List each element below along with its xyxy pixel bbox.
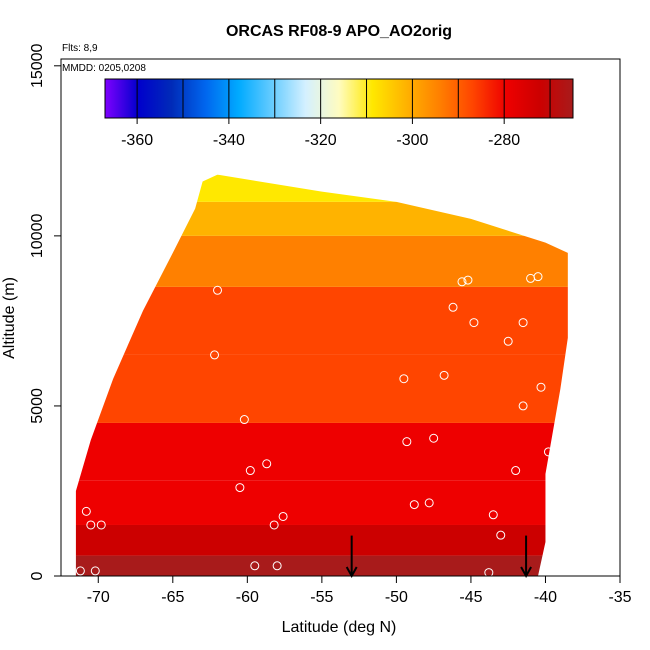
colorbar-tick-label: -280	[488, 132, 520, 149]
colorbar-tick-label: -340	[213, 132, 245, 149]
sample-point	[424, 498, 434, 508]
sample-point	[518, 318, 528, 328]
field-band-5	[75, 286, 568, 355]
sample-point	[86, 520, 96, 530]
x-tick-label: -60	[236, 589, 259, 606]
sample-point	[239, 415, 249, 425]
sample-point	[484, 568, 494, 576]
sample-point	[399, 374, 409, 384]
x-tick-label: -55	[310, 589, 333, 606]
y-tick-label: 10000	[29, 214, 46, 259]
field-band-1	[75, 524, 568, 556]
sample-point	[269, 520, 279, 530]
y-tick-label: 5000	[29, 388, 46, 424]
sample-point	[503, 336, 513, 346]
colorbar-tick-label: -360	[121, 132, 153, 149]
x-tick-label: -65	[161, 589, 184, 606]
sample-point	[552, 537, 562, 547]
sample-point	[262, 459, 272, 469]
x-tick-label: -70	[87, 589, 110, 606]
sample-point	[448, 302, 458, 312]
sample-point	[543, 447, 553, 457]
x-tick-label: -40	[534, 589, 557, 606]
sample-point	[90, 566, 100, 576]
mmdd-note: MMDD: 0205,0208	[62, 63, 146, 74]
sample-point	[402, 437, 412, 447]
sample-point	[213, 285, 223, 295]
sample-point	[272, 561, 282, 571]
sample-point	[439, 370, 449, 380]
x-tick-label: -35	[608, 589, 631, 606]
sample-point	[496, 530, 506, 540]
sample-point	[429, 433, 439, 443]
sample-point	[278, 511, 288, 521]
y-tick-label: 15000	[29, 43, 46, 88]
sample-point	[75, 566, 85, 576]
sample-point	[250, 561, 260, 571]
sample-point	[536, 382, 546, 392]
sample-point	[235, 483, 245, 493]
sample-point	[96, 520, 106, 530]
colorbar-tick-label: -320	[305, 132, 337, 149]
sample-point	[463, 275, 473, 285]
y-tick-label: 0	[29, 571, 46, 580]
y-axis-title: Altitude (m)	[1, 277, 18, 359]
colorbar-tick-label: -300	[396, 132, 428, 149]
sample-point	[210, 350, 220, 360]
field-band-0	[75, 555, 568, 576]
chart-title: ORCAS RF08-9 APO_AO2orig	[226, 23, 452, 40]
sample-point	[518, 401, 528, 411]
x-tick-label: -45	[459, 589, 482, 606]
sample-point	[548, 568, 558, 576]
field-band-4	[75, 354, 568, 423]
sample-point	[469, 318, 479, 328]
sample-point	[533, 272, 543, 282]
x-tick-label: -50	[385, 589, 408, 606]
sample-point	[457, 277, 467, 287]
field-band-2	[75, 480, 568, 525]
sample-point	[511, 466, 521, 476]
sample-point	[81, 506, 91, 516]
x-axis-title: Latitude (deg N)	[282, 619, 397, 636]
field-band-3	[75, 422, 568, 481]
sample-point	[546, 510, 556, 520]
sample-point	[488, 510, 498, 520]
sample-point	[409, 500, 419, 510]
colorbar	[104, 78, 574, 119]
flights-note: Flts: 8,9	[62, 43, 98, 54]
sample-point	[245, 466, 255, 476]
